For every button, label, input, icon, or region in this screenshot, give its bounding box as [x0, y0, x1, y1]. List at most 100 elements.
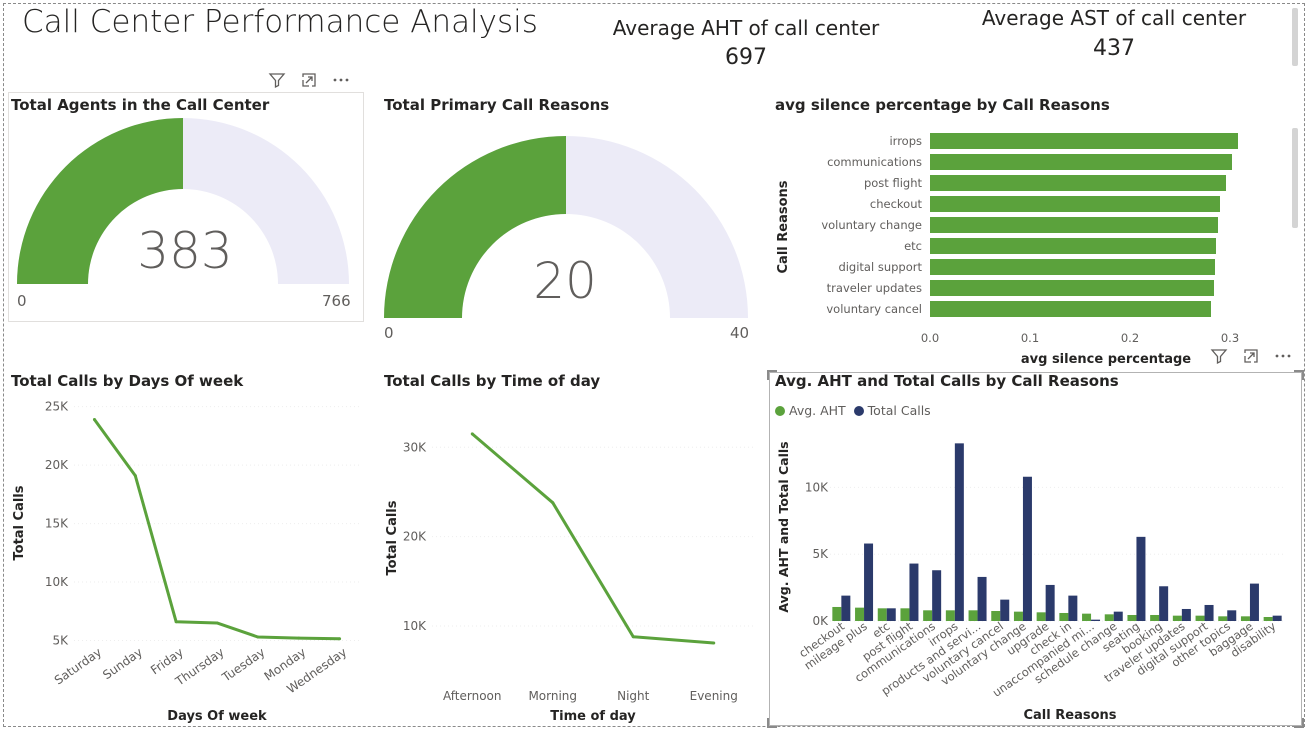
- bar-total-calls: [1045, 584, 1055, 621]
- bar-total-calls: [1091, 619, 1101, 621]
- bar-total-calls: [1204, 604, 1214, 621]
- y-axis-title: Total Calls: [385, 500, 400, 575]
- data-point: [215, 621, 219, 625]
- bar-total-calls: [886, 608, 896, 621]
- y-tick-label: 25K: [45, 400, 69, 414]
- bar-aht: [968, 610, 978, 621]
- more-options-icon[interactable]: [332, 71, 350, 89]
- aht-card-label: Average AHT of call center: [612, 16, 880, 40]
- data-point: [338, 637, 342, 641]
- bar-aht: [1263, 616, 1273, 621]
- y-tick-label: 20K: [45, 458, 69, 472]
- resize-handle[interactable]: [1294, 718, 1304, 728]
- resize-handle[interactable]: [767, 370, 777, 380]
- reasons-gauge-title: Total Primary Call Reasons: [384, 96, 610, 114]
- category-label: checkout: [870, 197, 923, 211]
- data-point: [551, 501, 555, 505]
- ast-card-value: 437: [1093, 36, 1135, 61]
- reasons-gauge-value: 20: [533, 252, 597, 310]
- bar-aht: [877, 608, 887, 621]
- category-label: voluntary cancel: [826, 302, 922, 316]
- category-label: post flight: [864, 176, 923, 190]
- resize-handle[interactable]: [767, 718, 777, 728]
- bar-aht: [991, 610, 1001, 621]
- bar-total-calls: [932, 570, 942, 621]
- more-options-icon[interactable]: [1274, 347, 1292, 365]
- timeofday-line-chart: 10K 20K 30K Afternoon Morning Night Evening Tim…: [385, 432, 754, 724]
- bar-total-calls: [1159, 586, 1169, 621]
- data-point: [712, 641, 716, 645]
- category-label: etc: [904, 239, 922, 253]
- bar-aht: [1240, 616, 1250, 621]
- agents-gauge-title: Total Agents in the Call Center: [11, 96, 270, 114]
- y-tick-label: 0K: [812, 614, 829, 628]
- y-axis-title: Total Calls: [12, 485, 27, 560]
- reasons-gauge-max: 40: [730, 324, 750, 342]
- bar-aht: [900, 608, 910, 621]
- card-scrollbar[interactable]: [1292, 8, 1298, 66]
- bar-aht: [1127, 614, 1137, 621]
- y-tick-label: 15K: [45, 517, 69, 531]
- filter-icon[interactable]: [268, 71, 286, 89]
- data-point: [174, 620, 178, 624]
- agents-gauge: [17, 118, 349, 284]
- bar-aht: [1150, 614, 1160, 621]
- focus-mode-icon[interactable]: [1242, 347, 1260, 365]
- filter-icon[interactable]: [1210, 347, 1228, 365]
- bar-total-calls: [1227, 610, 1237, 621]
- bar-total-calls: [977, 576, 987, 621]
- agents-gauge-frame: [8, 92, 364, 322]
- bar: [930, 196, 1220, 212]
- silence-chart-scrollbar[interactable]: [1292, 128, 1298, 228]
- category-label: traveler updates: [827, 281, 922, 295]
- y-axis-title: Avg. AHT and Total Calls: [776, 441, 791, 612]
- bar-total-calls: [1249, 583, 1259, 621]
- bar-aht: [1172, 615, 1182, 621]
- resize-handle[interactable]: [1294, 370, 1304, 380]
- category-label: irrops: [889, 134, 922, 148]
- bar-aht: [1104, 614, 1114, 621]
- x-axis-title: avg silence percentage: [1021, 352, 1191, 367]
- x-tick-label: 0.2: [1121, 331, 1139, 345]
- y-tick-label: 5K: [52, 633, 69, 647]
- report-canvas: [3, 3, 1305, 727]
- silence-bar-chart: irrops communications post flight checkout v…: [776, 133, 1239, 367]
- legend-item-calls[interactable]: Total Calls: [853, 403, 931, 418]
- gauge-value-arc: [384, 136, 566, 318]
- legend-item-aht[interactable]: Avg. AHT: [775, 403, 846, 418]
- bar: [930, 154, 1232, 170]
- x-tick-label: Tuesday: [219, 645, 268, 685]
- visual-header-ahtcalls: [1210, 347, 1292, 365]
- bar: [930, 175, 1226, 191]
- reasons-gauge-min: 0: [384, 324, 394, 342]
- ahtcalls-chart-title: Avg. AHT and Total Calls by Call Reasons: [775, 372, 1119, 390]
- bar-total-calls: [864, 543, 874, 621]
- visual-header-agents: [268, 71, 350, 89]
- bar-total-calls: [1136, 536, 1146, 621]
- ahtcalls-focus-frame[interactable]: [769, 372, 1302, 726]
- data-point: [133, 474, 137, 478]
- x-tick-label: Evening: [690, 689, 738, 703]
- y-tick-label: 30K: [403, 440, 427, 454]
- category-label: communications: [827, 155, 922, 169]
- y-axis-title: Call Reasons: [776, 180, 791, 273]
- bar-total-calls: [1181, 608, 1191, 621]
- focus-mode-icon[interactable]: [300, 71, 318, 89]
- y-tick-label: 10K: [403, 619, 427, 633]
- aht-card-value: 697: [725, 45, 767, 70]
- data-point: [631, 635, 635, 639]
- y-tick-label: 10K: [45, 575, 69, 589]
- bar-aht: [1082, 613, 1092, 621]
- x-tick-label: 0.1: [1021, 331, 1039, 345]
- agents-gauge-max: 766: [322, 292, 351, 310]
- x-tick-label: Saturday: [52, 645, 104, 687]
- bar-total-calls: [1022, 476, 1032, 621]
- data-point: [92, 418, 96, 422]
- bar: [930, 238, 1216, 254]
- y-tick-label: 10K: [805, 480, 829, 494]
- x-tick-label: Morning: [528, 689, 577, 703]
- x-axis-title: Time of day: [550, 709, 636, 724]
- bar-aht: [923, 610, 933, 621]
- gauge-value-arc: [17, 118, 183, 284]
